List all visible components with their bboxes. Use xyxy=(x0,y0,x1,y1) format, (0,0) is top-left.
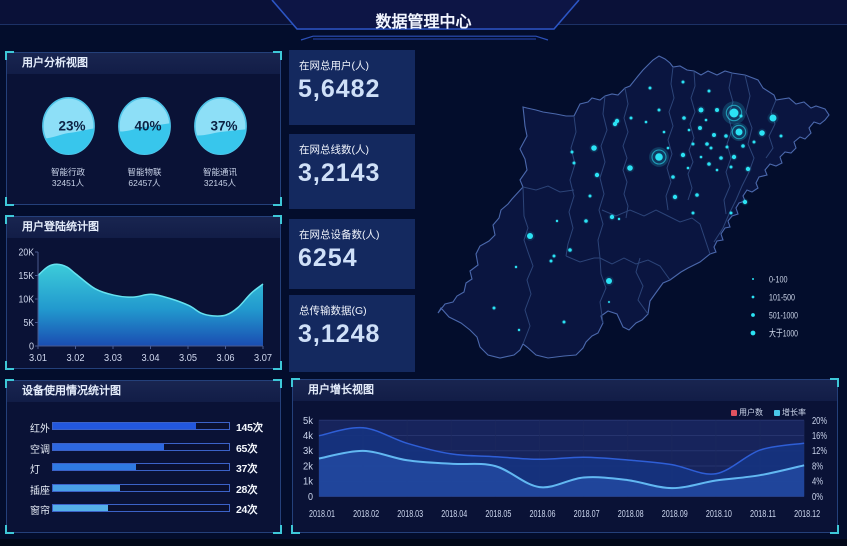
svg-text:23%: 23% xyxy=(58,118,85,133)
svg-text:5k: 5k xyxy=(303,416,314,427)
svg-text:2018.12: 2018.12 xyxy=(794,509,820,520)
svg-text:2018.02: 2018.02 xyxy=(353,509,379,520)
svg-text:3.04: 3.04 xyxy=(142,353,160,364)
svg-text:37%: 37% xyxy=(210,118,237,133)
svg-text:3.05: 3.05 xyxy=(179,353,197,364)
svg-text:5K: 5K xyxy=(24,318,35,329)
svg-text:2k: 2k xyxy=(303,462,314,473)
svg-text:3.03: 3.03 xyxy=(104,353,122,364)
svg-text:10K: 10K xyxy=(19,295,35,306)
svg-text:2018.07: 2018.07 xyxy=(574,509,600,520)
svg-text:0: 0 xyxy=(29,342,34,353)
svg-text:20K: 20K xyxy=(19,248,35,259)
svg-text:2018.03: 2018.03 xyxy=(397,509,423,520)
svg-text:3.02: 3.02 xyxy=(67,353,85,364)
svg-text:2018.10: 2018.10 xyxy=(706,509,732,520)
svg-text:501-1000: 501-1000 xyxy=(769,311,798,322)
svg-text:2018.01: 2018.01 xyxy=(309,509,335,520)
svg-text:2018.04: 2018.04 xyxy=(441,509,467,520)
svg-text:15K: 15K xyxy=(19,271,35,282)
svg-text:0: 0 xyxy=(308,492,313,503)
svg-text:大于1000: 大于1000 xyxy=(769,328,798,340)
svg-text:3k: 3k xyxy=(303,446,314,457)
svg-text:40%: 40% xyxy=(134,118,161,133)
svg-text:16%: 16% xyxy=(812,431,827,442)
svg-text:12%: 12% xyxy=(812,446,827,457)
svg-text:0-100: 0-100 xyxy=(769,275,788,286)
svg-text:1k: 1k xyxy=(303,477,314,488)
svg-text:8%: 8% xyxy=(812,462,823,473)
svg-text:3.07: 3.07 xyxy=(254,353,272,364)
svg-text:4k: 4k xyxy=(303,431,314,442)
svg-text:2018.09: 2018.09 xyxy=(662,509,688,520)
svg-text:2018.05: 2018.05 xyxy=(485,509,511,520)
svg-text:2018.11: 2018.11 xyxy=(750,509,776,520)
svg-text:4%: 4% xyxy=(812,477,823,488)
svg-text:101-500: 101-500 xyxy=(769,293,795,304)
svg-text:0%: 0% xyxy=(812,492,823,503)
svg-text:20%: 20% xyxy=(812,416,827,427)
svg-text:2018.08: 2018.08 xyxy=(618,509,644,520)
svg-text:3.06: 3.06 xyxy=(217,353,235,364)
svg-text:2018.06: 2018.06 xyxy=(530,509,556,520)
svg-text:3.01: 3.01 xyxy=(29,353,47,364)
